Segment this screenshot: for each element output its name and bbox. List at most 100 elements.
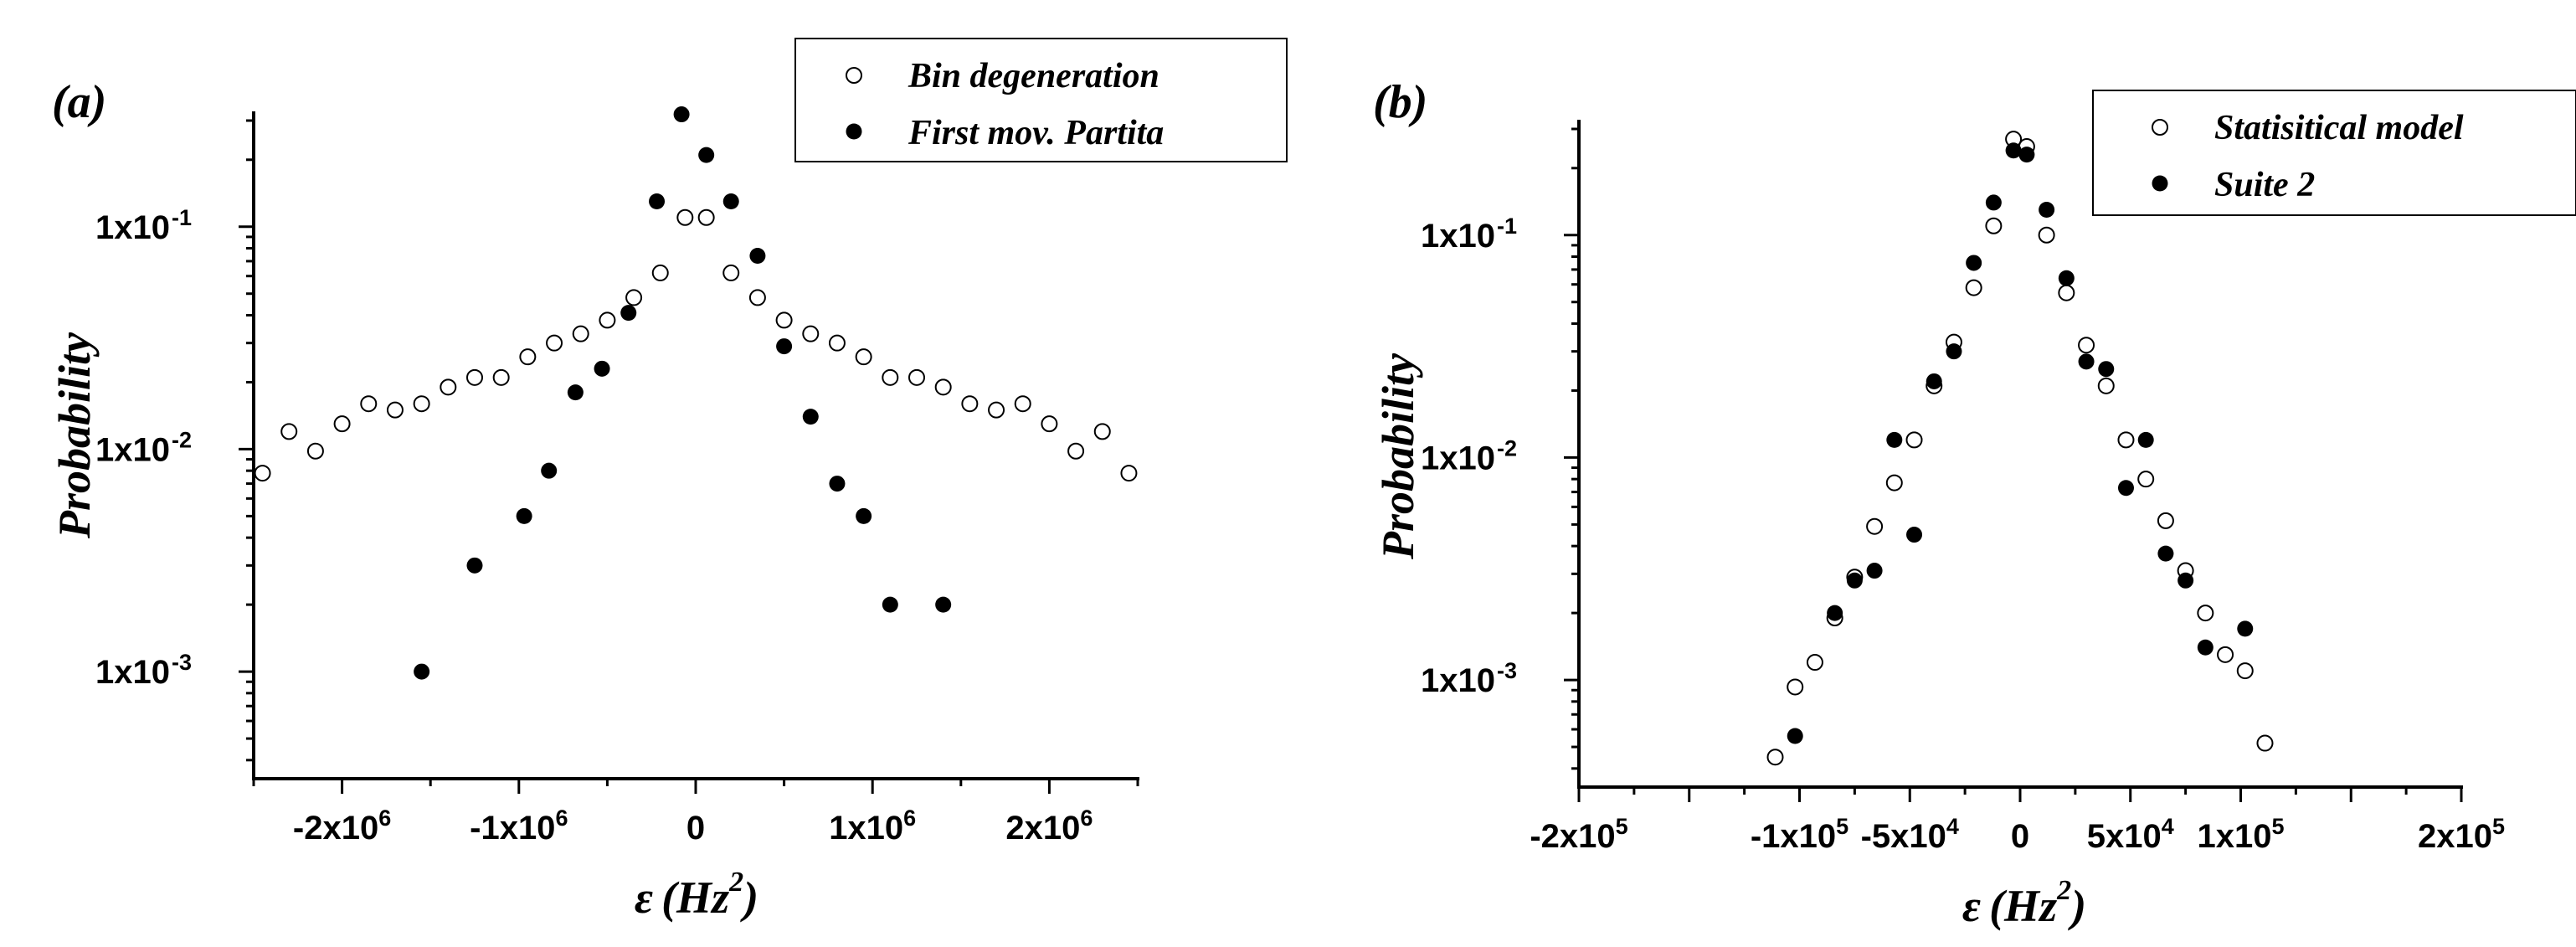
panel-b-series-1-point xyxy=(2137,431,2154,448)
panel-a-series-1-point xyxy=(516,507,532,524)
panel-a-series-1-point xyxy=(856,507,872,524)
panel-b-series-0-point xyxy=(2236,662,2254,680)
panel-a-series-0-point xyxy=(466,368,483,386)
panel-a-x-ticks: -2x106 -1x106 0 1x106 2x106 xyxy=(252,779,1139,847)
panel-a-legend-label-1: First mov. Partita xyxy=(908,114,1164,152)
panel-a-series-0-point xyxy=(802,325,820,342)
panel-b-series-0-point xyxy=(2157,512,2174,529)
panel-a-series-1-point xyxy=(698,147,715,163)
panel-a-series-1-point xyxy=(882,596,898,613)
panel-b-series-1-point xyxy=(1827,605,1843,621)
panel-a-series-0-point xyxy=(828,334,846,352)
y-tick-label-exponent: -1 xyxy=(172,205,192,230)
panel-a-series-1-point xyxy=(649,193,666,209)
panel-b-series-0-point xyxy=(2058,284,2075,301)
panel-b-series-1-point xyxy=(2005,142,2022,159)
panel-a-series-0-point xyxy=(440,378,457,396)
panel-a-series-1-point xyxy=(749,247,766,264)
y-tick-label: 1x10 xyxy=(1421,440,1495,476)
panel-b-series-0-point xyxy=(1766,749,1784,766)
panel-a-series-0-point xyxy=(546,334,563,352)
panel-a-series-1-point xyxy=(541,462,558,479)
panel-b-series-1-point xyxy=(2237,620,2254,637)
panel-a-series-0-point xyxy=(748,289,766,306)
panel-b-series-1-point xyxy=(2078,353,2095,370)
panel-a-series-1-point xyxy=(935,596,952,613)
panel-a-series-1-point xyxy=(414,663,430,680)
y-tick-label-exponent: -1 xyxy=(1497,214,1517,239)
panel-a-series-0-point xyxy=(908,368,925,386)
panel-a-series-0-point xyxy=(413,395,430,413)
panel-a-series-0-point xyxy=(1041,415,1058,433)
panel-b-series-1-point xyxy=(2178,572,2194,589)
panel-a-legend-filled-marker xyxy=(846,123,862,140)
panel-b-series-0-point xyxy=(2097,377,2115,394)
panel-b-series-1-point xyxy=(2197,639,2214,656)
panel-a-series-0-point xyxy=(1120,465,1138,482)
y-tick-label: 1x10 xyxy=(1421,218,1495,255)
panel-a-series-0-point xyxy=(254,465,271,482)
panel-b-series-0-point xyxy=(2137,471,2155,488)
panel-b-legend-filled-marker xyxy=(2152,175,2168,192)
panel-b-series-0-point xyxy=(1866,517,1884,535)
panel-b-series-0-point xyxy=(2217,646,2234,663)
panel-b-axes xyxy=(1577,120,2463,789)
panel-a-series-0-point xyxy=(1093,423,1111,440)
panel-a-series-0-point xyxy=(697,208,715,226)
panel-b-series-1-point xyxy=(1926,373,1942,389)
y-tick-label: 1x10 xyxy=(95,431,170,468)
x-tick-label: 2x106 xyxy=(1005,805,1093,847)
x-tick-label: -2x106 xyxy=(293,805,391,847)
panel-a-x-symbol: ε xyxy=(635,872,653,923)
panel-b-x-unit-close: ) xyxy=(2067,881,2086,931)
panel-a-label: (a) xyxy=(52,76,106,128)
panel-b-series-0-point xyxy=(2197,605,2214,622)
y-tick-label: 1x10 xyxy=(95,209,170,246)
panel-a-series-0-point xyxy=(625,289,643,306)
panel-a-series-0-point xyxy=(386,401,404,419)
x-tick-label: 2x105 xyxy=(2418,814,2505,855)
panel-b-series-1-point xyxy=(2117,480,2134,497)
panel-b-series-1-point xyxy=(1886,431,1903,448)
panel-b-series-1-point xyxy=(1866,563,1883,579)
panel-b-series-1-point xyxy=(2157,545,2174,562)
panel-a-series-1-point xyxy=(776,338,793,355)
panel-b-series-0-point xyxy=(1885,474,1903,492)
panel-b-series-0-point xyxy=(2117,431,2135,449)
panel-a-legend-box xyxy=(794,38,1288,162)
x-tick-label: -5x104 xyxy=(1861,814,1959,855)
y-tick-label: 1x10 xyxy=(1421,662,1495,699)
panel-b-legend-label-1: Suite 2 xyxy=(2214,166,2315,204)
panel-a-series-0-point xyxy=(651,264,669,281)
panel-b-legend-open-marker xyxy=(2152,119,2168,136)
panel-a-series-1-point xyxy=(802,409,819,425)
panel-a-series-0-point xyxy=(306,442,324,460)
panel-a-series-0-point xyxy=(1067,442,1085,460)
panel-a-series-0-point xyxy=(360,395,378,413)
panel-a-series-0-point xyxy=(722,264,740,281)
panel-b-series-1-point xyxy=(2039,201,2055,218)
panel-a-series-1-point xyxy=(594,360,610,377)
panel-a-legend-label-0: Bin degeneration xyxy=(908,57,1159,95)
panel-a-series-0-point xyxy=(961,395,979,413)
panel-a-series-1-point xyxy=(829,476,846,492)
panel-b-series-0-point xyxy=(2038,226,2055,244)
y-tick-label-exponent: -3 xyxy=(1497,658,1517,683)
panel-a-series-0-point xyxy=(934,378,952,396)
panel-b-x-symbol: ε xyxy=(1962,881,1981,931)
panel-b-series-1-point xyxy=(1906,527,1923,543)
panel-b-series-0-point xyxy=(1985,217,2003,234)
panel-a-series-0-point xyxy=(599,311,616,329)
x-tick-label: 1x105 xyxy=(2197,814,2284,855)
panel-a-series-1-point xyxy=(620,305,637,322)
panel-b-series-1-point xyxy=(2098,361,2115,378)
x-tick-label: 1x106 xyxy=(829,805,916,847)
panel-a-legend: Bin degeneration First mov. Partita xyxy=(794,38,1288,162)
panel-a-series-1-point xyxy=(722,193,739,209)
panel-b-series-1-point xyxy=(1846,572,1863,589)
panel-a-series-0-point xyxy=(572,325,589,342)
